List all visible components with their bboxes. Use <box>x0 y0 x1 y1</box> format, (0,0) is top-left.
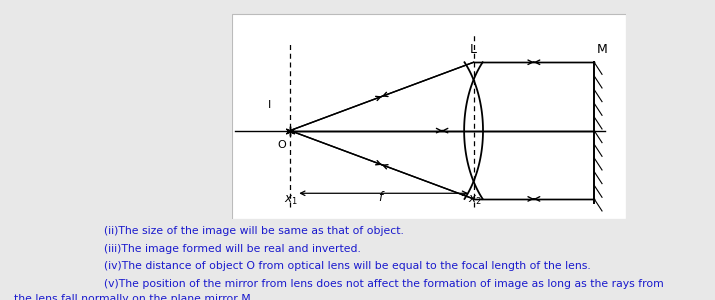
FancyBboxPatch shape <box>232 14 626 219</box>
Text: M: M <box>597 43 608 56</box>
Text: L: L <box>469 43 476 56</box>
Text: the lens fall normally on the plane mirror M.: the lens fall normally on the plane mirr… <box>14 294 255 300</box>
Text: I: I <box>268 100 271 110</box>
Text: (iv)The distance of object O from optical lens will be equal to the focal length: (iv)The distance of object O from optica… <box>104 261 591 271</box>
Text: $x_2$: $x_2$ <box>468 194 482 207</box>
Text: $x_1$: $x_1$ <box>284 194 297 207</box>
Text: (v)The position of the mirror from lens does not affect the formation of image a: (v)The position of the mirror from lens … <box>104 279 664 289</box>
Text: (iii)The image formed will be real and inverted.: (iii)The image formed will be real and i… <box>104 244 360 254</box>
Text: (ii)The size of the image will be same as that of object.: (ii)The size of the image will be same a… <box>104 226 403 236</box>
Text: O: O <box>277 140 286 150</box>
Text: $f$: $f$ <box>378 190 385 203</box>
